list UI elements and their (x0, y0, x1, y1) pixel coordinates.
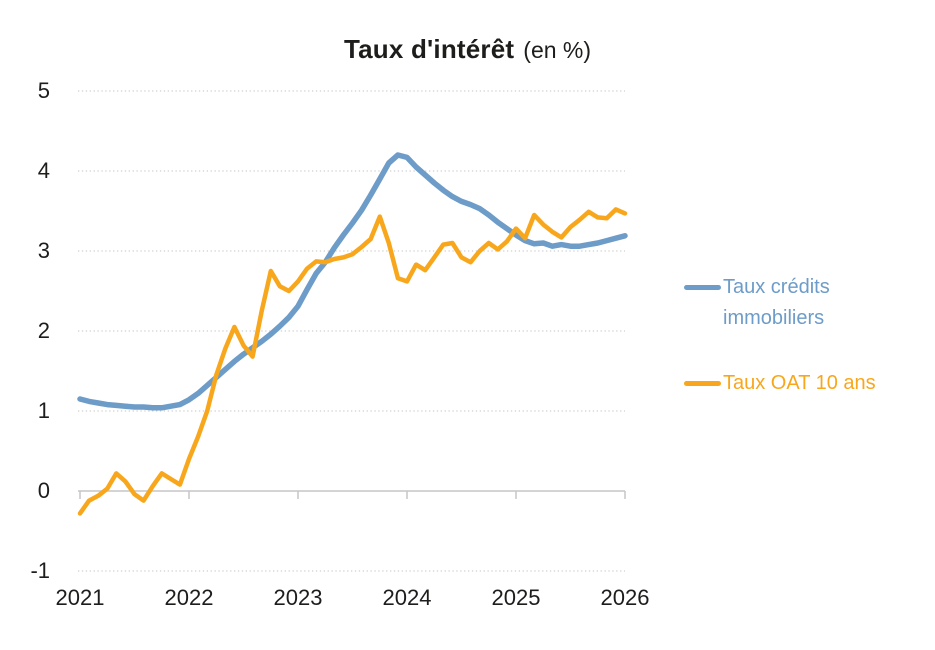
x-axis-label: 2025 (491, 585, 541, 610)
y-axis-label: 4 (37, 158, 50, 183)
y-axis-label: 5 (37, 78, 50, 103)
credit-line-swatch-icon (684, 285, 721, 290)
x-axis-label: 2022 (164, 585, 214, 610)
chart-legend: Taux crédits immobiliers Taux OAT 10 ans (684, 272, 934, 399)
chart-title-main: Taux d'intérêt (343, 34, 515, 64)
x-axis-label: 2026 (600, 585, 650, 610)
legend-item-taux-credits: Taux crédits immobiliers (684, 272, 934, 334)
y-axis-label: 0 (37, 478, 50, 503)
legend-label: Taux OAT 10 ans (723, 372, 876, 394)
legend-label: Taux crédits immobiliers (723, 276, 830, 329)
x-axis-label: 2021 (55, 585, 105, 610)
chart-title-unit: (en %) (523, 37, 592, 63)
chart-title: Taux d'intérêt (en %) (0, 33, 935, 70)
oat-line-swatch-icon (684, 381, 721, 386)
y-axis-label: 3 (37, 238, 50, 263)
y-axis-label: -1 (30, 558, 50, 583)
x-axis-label: 2024 (382, 585, 432, 610)
y-axis-label: 1 (37, 398, 50, 423)
x-axis-label: 2023 (273, 585, 323, 610)
legend-item-taux-oat: Taux OAT 10 ans (684, 368, 934, 399)
y-axis-label: 2 (37, 318, 50, 343)
